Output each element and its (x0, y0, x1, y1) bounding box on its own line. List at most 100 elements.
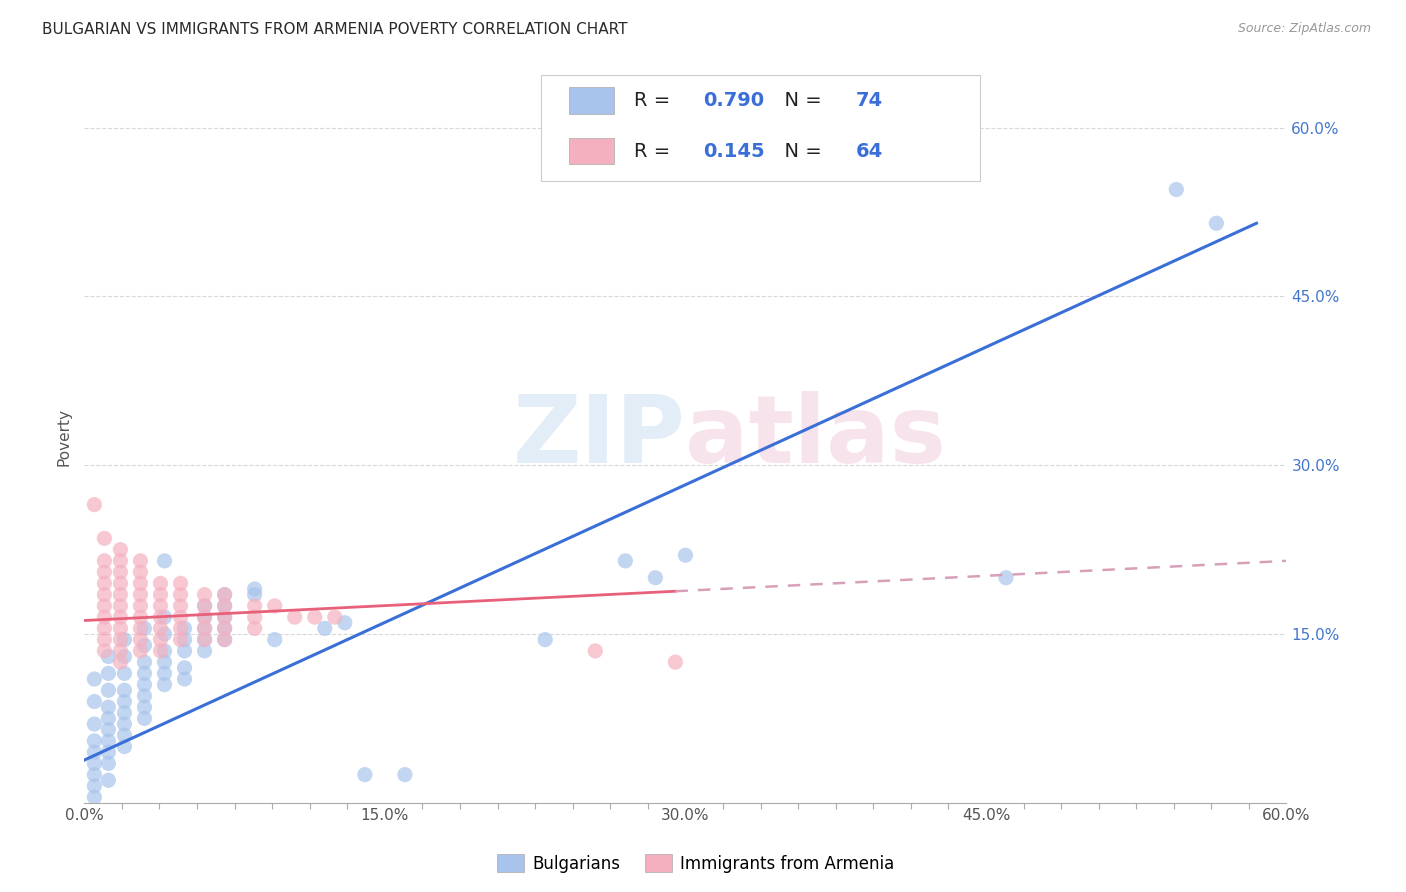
Point (153, 610, 176, 624)
Point (214, 610, 236, 624)
Point (153, 655, 176, 669)
FancyBboxPatch shape (541, 75, 980, 181)
Point (93, 621, 115, 635)
Legend: Bulgarians, Immigrants from Armenia: Bulgarians, Immigrants from Armenia (491, 847, 901, 880)
Point (93, 576, 115, 591)
Point (194, 621, 217, 635)
Point (129, 576, 152, 591)
Point (214, 599, 236, 613)
Point (169, 599, 191, 613)
Point (110, 610, 132, 624)
Point (304, 610, 326, 624)
Point (664, 655, 686, 669)
Point (97, 773, 120, 788)
Point (263, 632, 285, 647)
Point (149, 632, 172, 647)
Point (194, 610, 217, 624)
Point (214, 621, 236, 635)
Point (110, 554, 132, 568)
Point (97, 649, 120, 664)
Point (134, 666, 156, 681)
Point (83, 790, 105, 805)
Point (214, 632, 236, 647)
Point (149, 599, 172, 613)
Point (110, 632, 132, 647)
Point (129, 599, 152, 613)
Point (114, 706, 135, 720)
Point (83, 498, 105, 512)
Text: 64: 64 (856, 142, 883, 161)
Point (194, 632, 217, 647)
Point (110, 655, 132, 669)
Point (169, 610, 191, 624)
Text: 0.790: 0.790 (703, 91, 765, 110)
Text: BULGARIAN VS IMMIGRANTS FROM ARMENIA POVERTY CORRELATION CHART: BULGARIAN VS IMMIGRANTS FROM ARMENIA POV… (42, 22, 627, 37)
Point (114, 649, 135, 664)
Text: Source: ZipAtlas.com: Source: ZipAtlas.com (1237, 22, 1371, 36)
Point (97, 756, 120, 771)
Point (114, 683, 135, 698)
Point (995, 571, 1018, 585)
Point (110, 565, 132, 579)
Point (284, 610, 307, 624)
Point (114, 694, 135, 708)
Point (153, 554, 176, 568)
Point (83, 756, 105, 771)
Point (134, 711, 156, 725)
Point (83, 779, 105, 793)
Point (114, 632, 135, 647)
Text: atlas: atlas (686, 391, 946, 483)
Point (129, 565, 152, 579)
Point (394, 767, 416, 781)
Point (153, 666, 176, 681)
Point (93, 565, 115, 579)
Point (169, 576, 191, 591)
Point (97, 745, 120, 759)
Point (214, 621, 236, 635)
Point (243, 610, 266, 624)
Text: 74: 74 (856, 91, 883, 110)
Point (149, 621, 172, 635)
Text: N =: N = (772, 91, 828, 110)
Point (114, 717, 135, 731)
Point (214, 610, 236, 624)
Point (1166, 182, 1188, 196)
Point (333, 615, 356, 630)
Point (173, 644, 195, 658)
Point (83, 717, 105, 731)
Point (93, 554, 115, 568)
Point (243, 599, 266, 613)
Text: N =: N = (772, 142, 828, 161)
Point (243, 582, 266, 596)
Point (114, 666, 135, 681)
Point (129, 632, 152, 647)
Point (214, 588, 236, 602)
Point (194, 621, 217, 635)
Point (214, 588, 236, 602)
Point (243, 588, 266, 602)
Point (129, 588, 152, 602)
Point (194, 588, 217, 602)
Point (169, 621, 191, 635)
Point (263, 599, 285, 613)
Point (194, 599, 217, 613)
Text: ZIP: ZIP (513, 391, 686, 483)
Point (129, 554, 152, 568)
Point (194, 644, 217, 658)
Text: R =: R = (634, 91, 676, 110)
Point (134, 700, 156, 714)
Point (153, 644, 176, 658)
Point (583, 644, 606, 658)
Point (173, 621, 195, 635)
Point (149, 576, 172, 591)
Point (153, 627, 176, 641)
Point (93, 532, 115, 546)
Point (173, 661, 195, 675)
Point (97, 700, 120, 714)
Point (110, 542, 132, 557)
Point (214, 599, 236, 613)
Point (169, 632, 191, 647)
Point (97, 723, 120, 737)
Point (93, 588, 115, 602)
Point (134, 678, 156, 692)
